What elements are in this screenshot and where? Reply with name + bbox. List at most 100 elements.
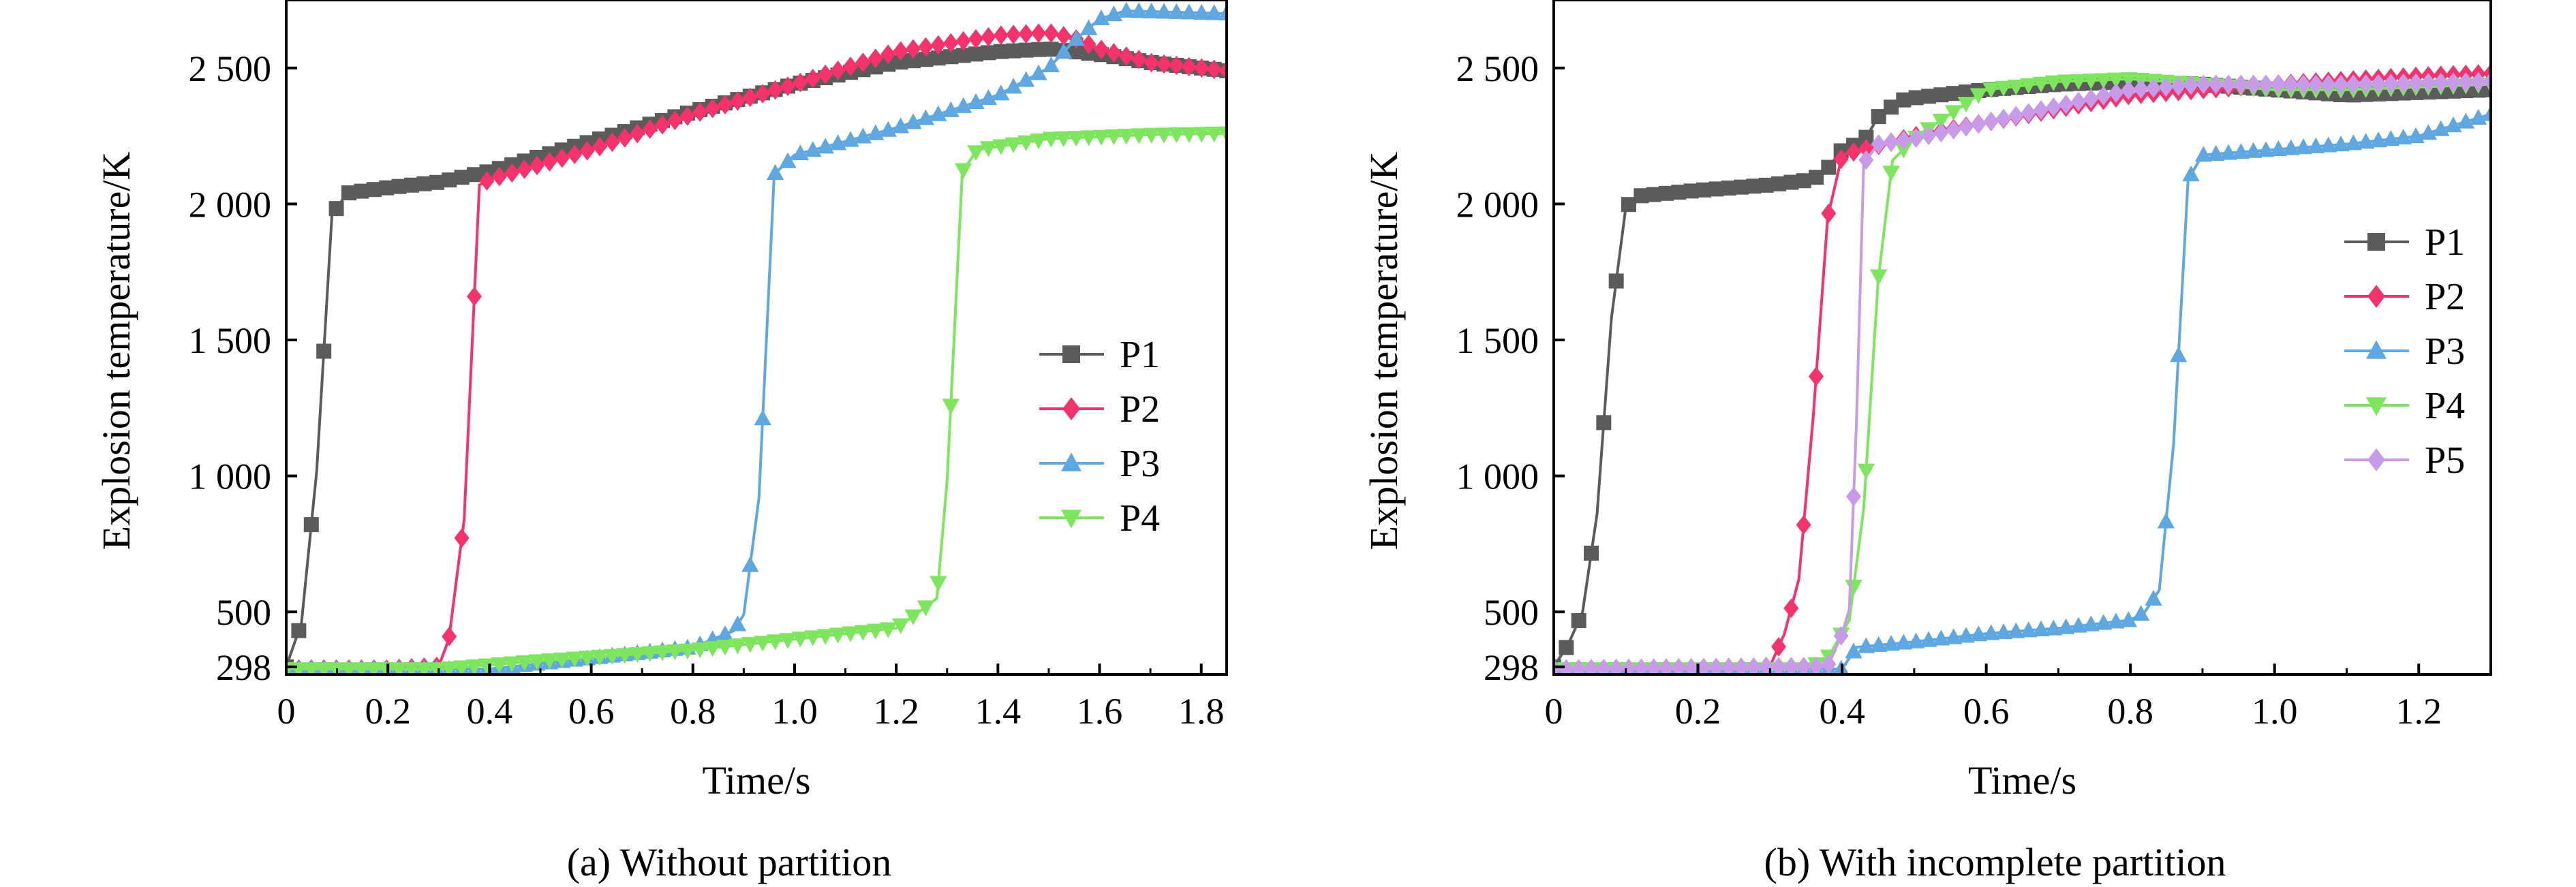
legend-marker [1061, 510, 1082, 529]
data-point [1957, 627, 1975, 643]
legend-item-p3: P3 [1039, 443, 1160, 485]
data-point [2296, 74, 2311, 95]
data-point [1846, 486, 1861, 507]
data-point [2119, 72, 2137, 89]
data-point [2383, 74, 2399, 93]
x-tick-label: 1.2 [873, 691, 919, 732]
data-point [1870, 269, 1888, 285]
data-point [767, 80, 783, 100]
data-point [855, 52, 871, 72]
data-point [554, 148, 570, 168]
data-point [741, 556, 759, 572]
data-point [893, 55, 908, 70]
data-point [716, 625, 734, 642]
data-point [906, 53, 921, 69]
legend-marker [1062, 345, 1080, 363]
data-point [2057, 618, 2075, 634]
y-tick-label: 1 500 [189, 320, 272, 361]
y-tick-label: 2 500 [1456, 48, 1539, 89]
data-point [2007, 79, 2025, 95]
data-point [2370, 131, 2387, 148]
data-point [667, 110, 683, 131]
data-point [328, 201, 344, 217]
data-point [2220, 144, 2237, 160]
legend-marker [1061, 452, 1082, 471]
data-point [453, 660, 471, 674]
data-point [2107, 612, 2125, 629]
data-point [391, 178, 407, 194]
plot-frame [1552, 0, 2492, 676]
data-point [993, 44, 1009, 59]
y-tick-label: 1 000 [189, 456, 272, 497]
data-point [993, 25, 1009, 45]
data-point [1659, 658, 1674, 674]
plot-frame [285, 0, 1228, 676]
data-point [442, 626, 457, 647]
data-point [528, 654, 546, 670]
data-point [1205, 127, 1223, 143]
data-point [917, 600, 935, 617]
y-tick-label: 500 [1484, 592, 1539, 633]
data-point [604, 132, 620, 153]
data-point [1030, 133, 1047, 150]
panel-caption: (b) With incomplete partition [1764, 840, 2226, 884]
legend-item-p4: P4 [1039, 497, 1160, 540]
legend-marker [1062, 397, 1080, 420]
data-point [1584, 659, 1599, 674]
data-point [503, 656, 521, 672]
data-point [630, 123, 645, 144]
data-point [918, 37, 934, 57]
data-point [880, 44, 896, 64]
data-point [2032, 620, 2050, 636]
data-point [2395, 128, 2412, 145]
data-point [1857, 463, 1875, 480]
data-point [1621, 197, 1636, 213]
data-point [930, 35, 946, 55]
legend-marker [2367, 233, 2385, 251]
data-point [540, 653, 559, 670]
data-point [2032, 76, 2050, 93]
data-point [2095, 73, 2113, 89]
legend-label: P4 [1120, 497, 1160, 540]
data-point [1219, 61, 1227, 81]
chart-panel-b: 0 0.2 0.4 0.6 0.8 1.0 1.2 298 500 1 000 1 500 2 000… [1362, 0, 2492, 884]
data-point [1018, 42, 1034, 58]
data-point [1969, 625, 1987, 642]
x-tick-label: 1.4 [975, 691, 1022, 732]
data-point [1006, 43, 1022, 59]
data-point [1584, 545, 1599, 561]
data-point [829, 627, 847, 644]
data-point [2483, 72, 2491, 92]
data-point [1734, 657, 1749, 674]
data-point [428, 662, 446, 674]
data-point [2109, 83, 2123, 103]
data-point [1142, 2, 1161, 18]
data-point [1721, 181, 1736, 196]
legend-marker [2366, 340, 2387, 359]
data-point [1783, 174, 1799, 190]
y-tick-label: 2 000 [189, 184, 272, 225]
data-point [766, 634, 784, 651]
data-point [2333, 74, 2348, 95]
data-point [766, 164, 784, 180]
data-point [2332, 136, 2350, 152]
data-point [290, 662, 308, 674]
data-point [2271, 74, 2286, 95]
data-point [804, 630, 822, 647]
data-point [1746, 657, 1762, 674]
data-point [879, 622, 897, 638]
chart-panel-a: 0 0.2 0.4 0.6 0.8 1.0 1.2 1.4 1.6 1.8 298 500 1 000 1… [94, 0, 1228, 884]
data-point [955, 31, 971, 51]
data-point [315, 662, 333, 674]
data-point [1131, 49, 1147, 69]
data-point [617, 128, 632, 148]
data-point [780, 76, 795, 96]
data-point [467, 286, 482, 307]
data-point [2095, 614, 2113, 630]
legend-item-p4: P4 [2344, 385, 2465, 427]
data-point [1180, 127, 1198, 143]
data-point [1031, 42, 1046, 57]
data-point [515, 655, 534, 672]
x-tick-label: 1.2 [2395, 691, 2442, 732]
data-point [2057, 74, 2075, 91]
